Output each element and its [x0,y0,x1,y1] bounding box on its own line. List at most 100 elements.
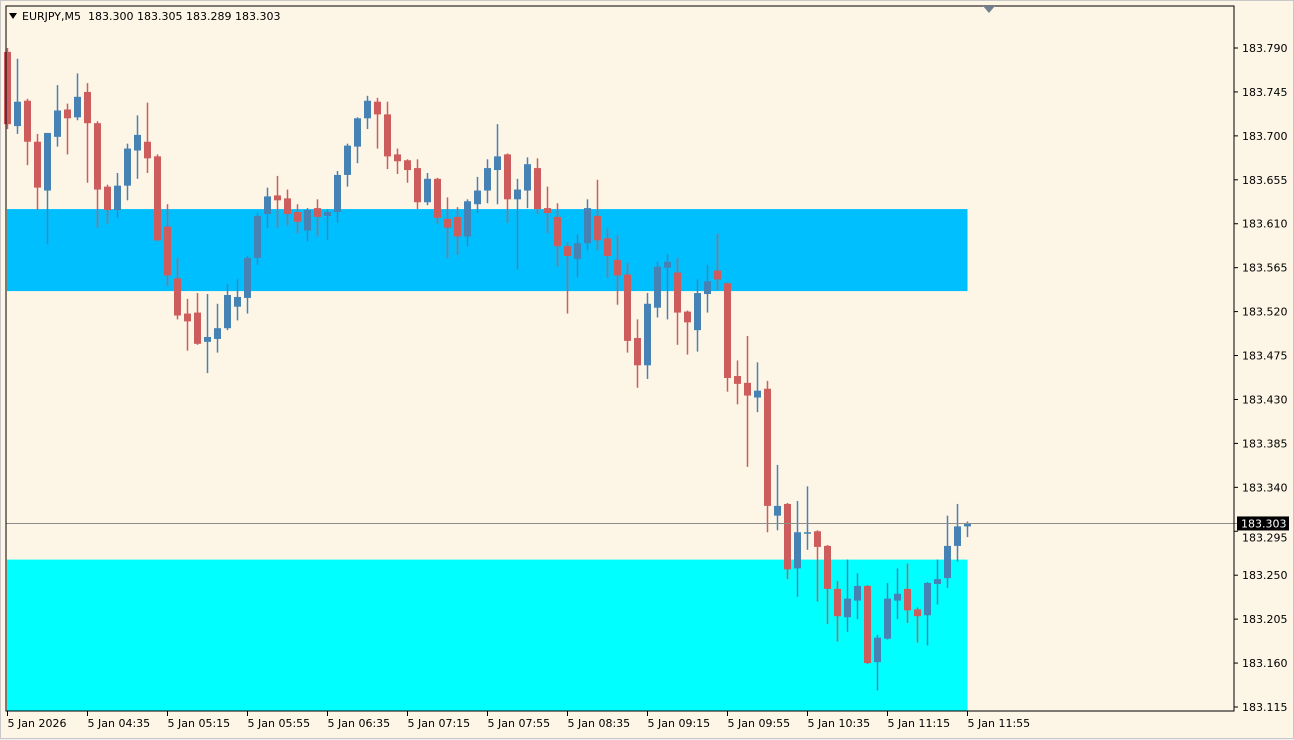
candle-body [454,216,461,237]
x-tick-label: 5 Jan 09:55 [728,717,791,730]
candle [234,279,241,321]
candle-body [294,212,301,222]
current-price-label: 183.303 [1237,516,1289,531]
x-tick-label: 5 Jan 05:15 [168,717,231,730]
candle-body [284,198,291,214]
candle-body [224,295,231,329]
candle-body [614,259,621,276]
candle [434,177,441,224]
current-price-text: 183.303 [1241,517,1287,530]
candle-body [324,212,331,216]
candle-body [594,215,601,241]
candle [644,293,651,379]
candle-body [714,270,721,280]
candle [254,212,261,265]
candle [94,121,101,228]
candle-body [154,156,161,241]
candle-body [414,168,421,203]
candle-body [784,503,791,570]
candle-body [264,196,271,214]
candle-body [244,257,251,298]
candle-body [874,637,881,663]
candle-body [954,526,961,546]
candle-body [794,532,801,569]
candle-body [464,201,471,237]
candle-body [704,281,711,295]
candle-body [514,189,521,200]
candle [454,207,461,255]
candle-body [44,132,51,191]
candle-body [754,390,761,398]
candle [124,143,131,201]
candle [214,303,221,353]
candle [774,464,781,531]
candle-body [654,266,661,308]
candle-body [144,141,151,159]
candle [934,559,941,605]
x-tick-label: 5 Jan 11:15 [888,717,951,730]
candle [334,171,341,223]
candle [634,319,641,388]
y-tick-label: 183.475 [1242,350,1288,363]
candle [834,581,841,642]
candle-body [814,531,821,547]
candle [444,197,451,258]
candle-body [844,598,851,618]
candle [894,568,901,620]
candle [504,153,511,223]
candle [904,563,911,624]
candle [204,294,211,374]
candle-body [914,609,921,617]
dropdown-triangle-icon[interactable] [9,13,17,19]
candle-body [774,505,781,516]
candle [374,97,381,149]
candle [844,559,851,632]
candle [764,380,771,533]
candle [564,242,571,314]
candle-body [314,208,321,217]
candle-body [534,168,541,210]
candle [604,228,611,278]
candle-body [194,312,201,344]
candle-body [524,164,531,191]
candle-body [664,261,671,268]
candle [794,501,801,597]
candle [924,582,931,646]
candle [754,362,761,413]
y-tick-label: 183.565 [1242,262,1288,275]
candle [404,159,411,183]
candle-body [444,218,451,228]
candle [514,178,521,270]
y-tick-label: 183.385 [1242,437,1288,450]
x-tick-label: 5 Jan 10:35 [808,717,871,730]
candle [824,544,831,625]
candle [914,607,921,643]
candle [624,262,631,353]
candle-body [344,145,351,175]
candle [394,148,401,174]
x-tick-label: 5 Jan 08:35 [568,717,631,730]
candle [474,176,481,213]
candle-body [624,274,631,341]
chart-shift-triangle-icon[interactable] [983,6,995,13]
candle [64,103,71,155]
candle-body [24,100,31,142]
candle-body [34,141,41,188]
x-tick-label: 5 Jan 11:55 [968,717,1031,730]
y-tick-label: 183.205 [1242,613,1288,626]
candle-body [724,283,731,378]
candle [284,189,291,226]
candle-body [14,101,21,127]
candle-body [4,51,11,125]
y-tick-label: 183.160 [1242,657,1288,670]
candle-body [904,588,911,611]
x-tick-label: 5 Jan 09:15 [648,717,711,730]
candle [744,336,751,467]
candle [384,101,391,170]
candle-body [304,210,311,231]
candle [954,503,961,562]
x-tick-label: 5 Jan 04:35 [88,717,151,730]
ohlc-values: 183.300 183.305 183.289 183.303 [88,10,281,23]
x-tick-label: 5 Jan 07:15 [408,717,471,730]
